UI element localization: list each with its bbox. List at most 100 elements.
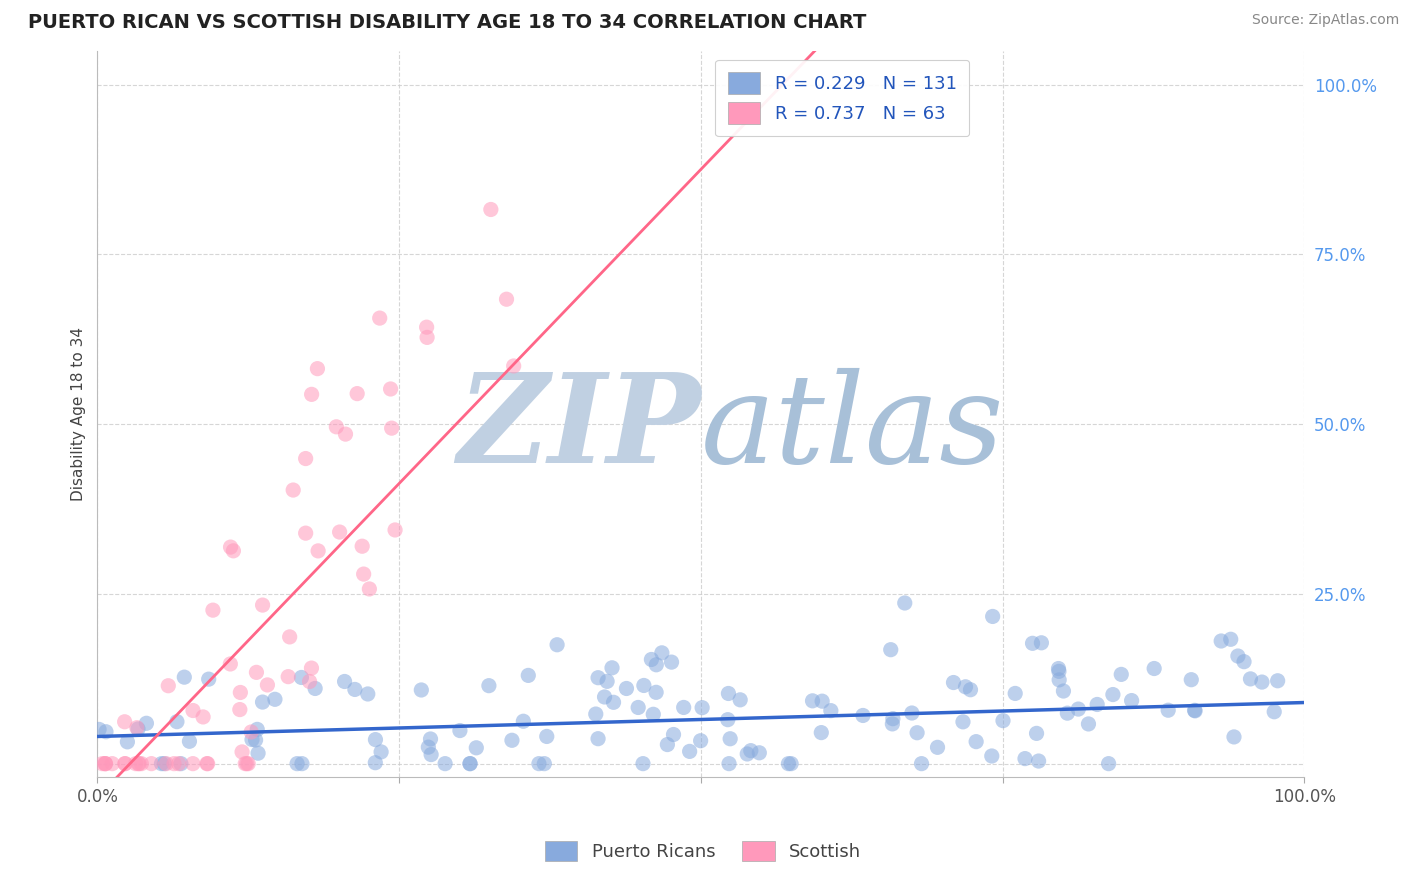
Point (596, 674, 619, 689)
Point (325, 419, 347, 434)
Point (600, 661, 623, 675)
Point (170, 756, 193, 771)
Point (229, 685, 252, 699)
Point (965, 734, 987, 748)
Point (101, 756, 124, 771)
Point (927, 740, 949, 755)
Point (298, 674, 321, 689)
Point (294, 451, 316, 466)
Point (418, 740, 440, 755)
Point (533, 756, 555, 771)
Point (125, 721, 148, 735)
Point (420, 747, 443, 762)
Point (882, 717, 904, 731)
Point (291, 756, 314, 771)
Point (167, 756, 190, 771)
Point (246, 723, 269, 737)
Point (157, 679, 180, 693)
Point (1004, 686, 1026, 700)
Point (1025, 726, 1047, 740)
Point (231, 745, 253, 759)
Point (335, 427, 357, 442)
Point (662, 727, 685, 741)
Point (252, 598, 274, 612)
Point (381, 421, 404, 435)
Point (478, 679, 501, 693)
Point (117, 735, 139, 749)
Point (219, 540, 242, 554)
Point (1211, 634, 1233, 648)
Point (901, 706, 924, 720)
Point (329, 524, 352, 539)
Point (197, 672, 219, 686)
Point (657, 738, 679, 752)
Legend: Puerto Ricans, Scottish: Puerto Ricans, Scottish (537, 834, 869, 869)
Point (307, 544, 329, 558)
Point (166, 714, 188, 729)
Point (219, 657, 242, 671)
Point (181, 756, 204, 771)
Point (357, 687, 380, 701)
Point (1251, 675, 1274, 690)
Point (689, 733, 711, 747)
Point (1021, 636, 1043, 650)
Point (141, 756, 163, 771)
Y-axis label: Disability Age 18 to 34: Disability Age 18 to 34 (72, 327, 86, 501)
Point (233, 756, 256, 771)
Point (114, 756, 136, 771)
Point (910, 756, 932, 771)
Point (810, 725, 832, 739)
Point (748, 746, 770, 760)
Point (1184, 703, 1206, 717)
Point (87, 723, 110, 737)
Point (380, 382, 402, 396)
Point (449, 723, 471, 738)
Point (240, 725, 263, 739)
Point (593, 690, 616, 704)
Point (458, 756, 481, 771)
Point (94, 756, 117, 771)
Point (1067, 702, 1090, 716)
Point (173, 670, 195, 684)
Point (114, 714, 136, 729)
Point (586, 731, 609, 746)
Point (155, 756, 177, 771)
Point (645, 657, 668, 672)
Text: atlas: atlas (700, 368, 1004, 490)
Text: Source: ZipAtlas.com: Source: ZipAtlas.com (1251, 13, 1399, 28)
Point (527, 756, 550, 771)
Point (353, 567, 375, 582)
Point (1180, 673, 1202, 687)
Point (643, 707, 665, 722)
Point (661, 655, 683, 669)
Point (247, 746, 270, 760)
Point (94, 756, 117, 771)
Point (191, 710, 214, 724)
Point (690, 700, 713, 714)
Point (778, 756, 800, 771)
Point (333, 674, 356, 689)
Point (252, 695, 274, 709)
Point (512, 714, 534, 729)
Point (585, 707, 607, 722)
Point (586, 671, 609, 685)
Point (718, 756, 741, 771)
Point (1239, 672, 1261, 686)
Point (245, 665, 267, 680)
Point (294, 526, 316, 541)
Point (893, 596, 915, 610)
Point (495, 292, 517, 306)
Point (717, 713, 740, 727)
Point (1052, 684, 1074, 698)
Point (820, 704, 842, 718)
Point (411, 683, 433, 698)
Point (633, 678, 655, 692)
Point (229, 702, 252, 716)
Point (197, 756, 219, 771)
Point (602, 695, 624, 709)
Point (343, 682, 366, 697)
Point (942, 675, 965, 690)
Point (163, 756, 186, 771)
Point (264, 692, 287, 706)
Point (434, 756, 457, 771)
